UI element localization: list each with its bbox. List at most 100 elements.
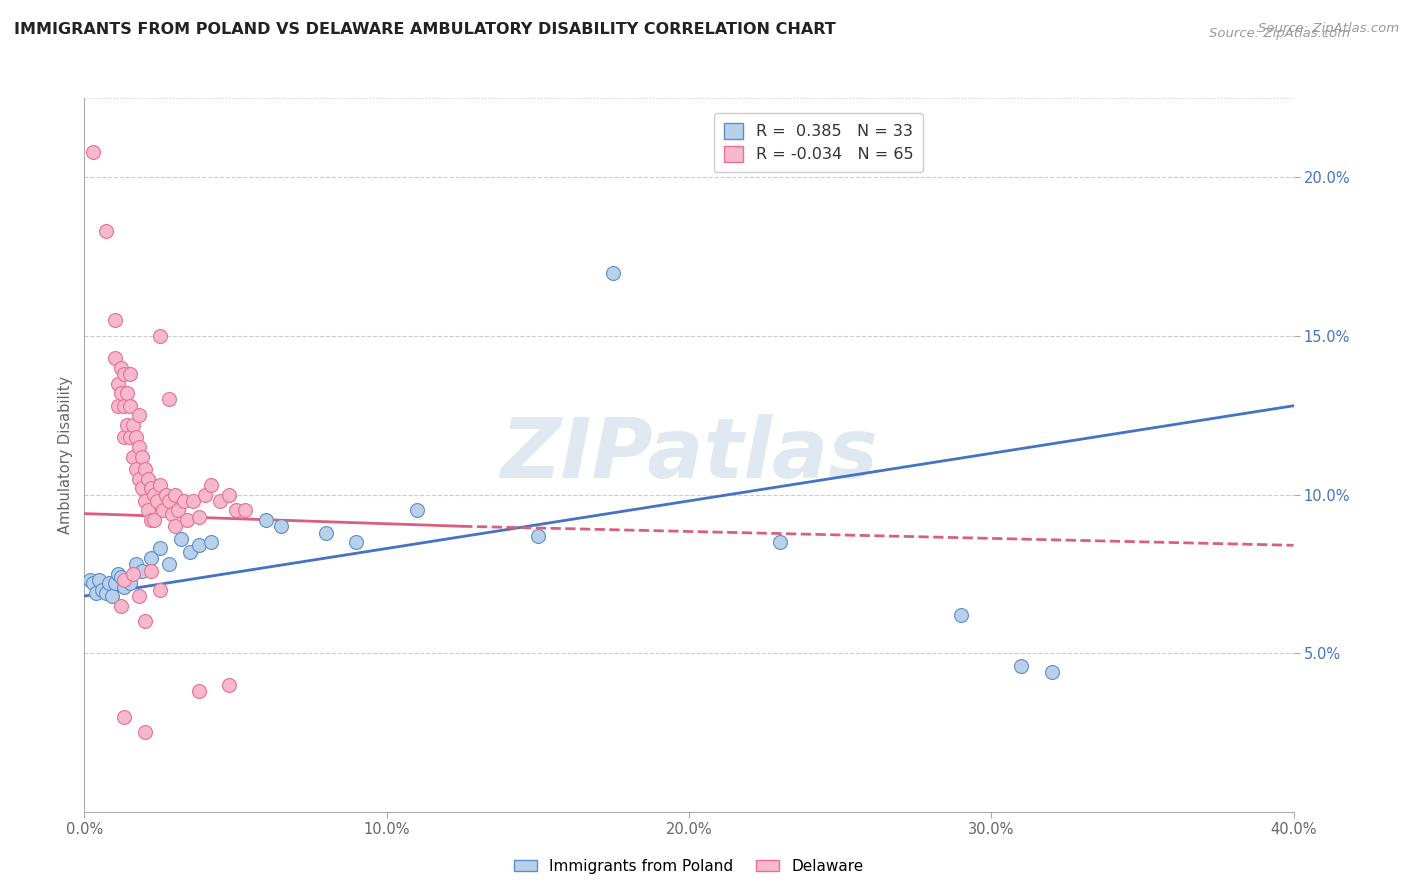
Text: Source: ZipAtlas.com: Source: ZipAtlas.com — [1258, 22, 1399, 36]
Point — [157, 558, 180, 572]
Point — [149, 329, 172, 343]
Point — [118, 430, 141, 444]
Point — [149, 478, 172, 492]
Point — [115, 417, 138, 432]
Point — [104, 351, 127, 366]
Point — [112, 399, 135, 413]
Point — [173, 494, 195, 508]
Legend: Immigrants from Poland, Delaware: Immigrants from Poland, Delaware — [508, 853, 870, 880]
Point — [157, 392, 180, 407]
Point — [155, 487, 177, 501]
Point — [142, 513, 165, 527]
Point — [406, 503, 429, 517]
Point — [170, 532, 193, 546]
Point — [110, 570, 132, 584]
Point — [125, 558, 148, 572]
Point — [91, 582, 114, 597]
Point — [188, 509, 211, 524]
Point — [112, 367, 135, 381]
Point — [157, 494, 180, 508]
Point — [121, 450, 143, 464]
Point — [136, 503, 159, 517]
Point — [131, 450, 153, 464]
Point — [125, 430, 148, 444]
Point — [97, 576, 120, 591]
Point — [79, 573, 101, 587]
Point — [160, 507, 183, 521]
Point — [82, 145, 104, 159]
Point — [128, 472, 150, 486]
Point — [225, 503, 247, 517]
Point — [149, 541, 172, 556]
Point — [527, 529, 550, 543]
Point — [128, 589, 150, 603]
Point — [131, 564, 153, 578]
Point — [128, 440, 150, 454]
Point — [167, 503, 190, 517]
Point — [94, 224, 117, 238]
Point — [1040, 665, 1063, 680]
Point — [115, 386, 138, 401]
Point — [146, 494, 169, 508]
Point — [149, 582, 172, 597]
Point — [89, 573, 111, 587]
Point — [134, 462, 156, 476]
Point — [142, 487, 165, 501]
Point — [139, 551, 162, 566]
Point — [165, 487, 187, 501]
Point — [139, 513, 162, 527]
Point — [188, 538, 211, 552]
Point — [200, 478, 222, 492]
Y-axis label: Ambulatory Disability: Ambulatory Disability — [58, 376, 73, 534]
Point — [121, 417, 143, 432]
Point — [152, 503, 174, 517]
Point — [218, 487, 240, 501]
Point — [233, 503, 256, 517]
Point — [136, 472, 159, 486]
Point — [104, 576, 127, 591]
Point — [82, 576, 104, 591]
Point — [112, 573, 135, 587]
Point — [100, 589, 122, 603]
Point — [139, 481, 162, 495]
Point — [107, 566, 129, 581]
Point — [118, 576, 141, 591]
Point — [86, 586, 108, 600]
Point — [121, 566, 143, 581]
Point — [139, 564, 162, 578]
Point — [110, 386, 132, 401]
Text: Source: ZipAtlas.com: Source: ZipAtlas.com — [1209, 27, 1350, 40]
Point — [179, 544, 201, 558]
Point — [176, 513, 198, 527]
Text: IMMIGRANTS FROM POLAND VS DELAWARE AMBULATORY DISABILITY CORRELATION CHART: IMMIGRANTS FROM POLAND VS DELAWARE AMBUL… — [14, 22, 835, 37]
Point — [254, 513, 277, 527]
Text: ZIPatlas: ZIPatlas — [501, 415, 877, 495]
Point — [346, 535, 368, 549]
Point — [134, 725, 156, 739]
Point — [107, 376, 129, 391]
Point — [118, 399, 141, 413]
Point — [112, 430, 135, 444]
Point — [118, 367, 141, 381]
Point — [270, 519, 292, 533]
Point — [200, 535, 222, 549]
Legend: R =  0.385   N = 33, R = -0.034   N = 65: R = 0.385 N = 33, R = -0.034 N = 65 — [714, 113, 922, 172]
Point — [209, 494, 232, 508]
Point — [134, 494, 156, 508]
Point — [769, 535, 792, 549]
Point — [110, 599, 132, 613]
Point — [218, 678, 240, 692]
Point — [110, 360, 132, 375]
Point — [131, 481, 153, 495]
Point — [602, 266, 624, 280]
Point — [194, 487, 217, 501]
Point — [104, 313, 127, 327]
Point — [165, 519, 187, 533]
Point — [950, 608, 973, 623]
Point — [107, 399, 129, 413]
Point — [125, 462, 148, 476]
Point — [94, 586, 117, 600]
Point — [1011, 658, 1033, 673]
Point — [128, 409, 150, 423]
Point — [112, 709, 135, 723]
